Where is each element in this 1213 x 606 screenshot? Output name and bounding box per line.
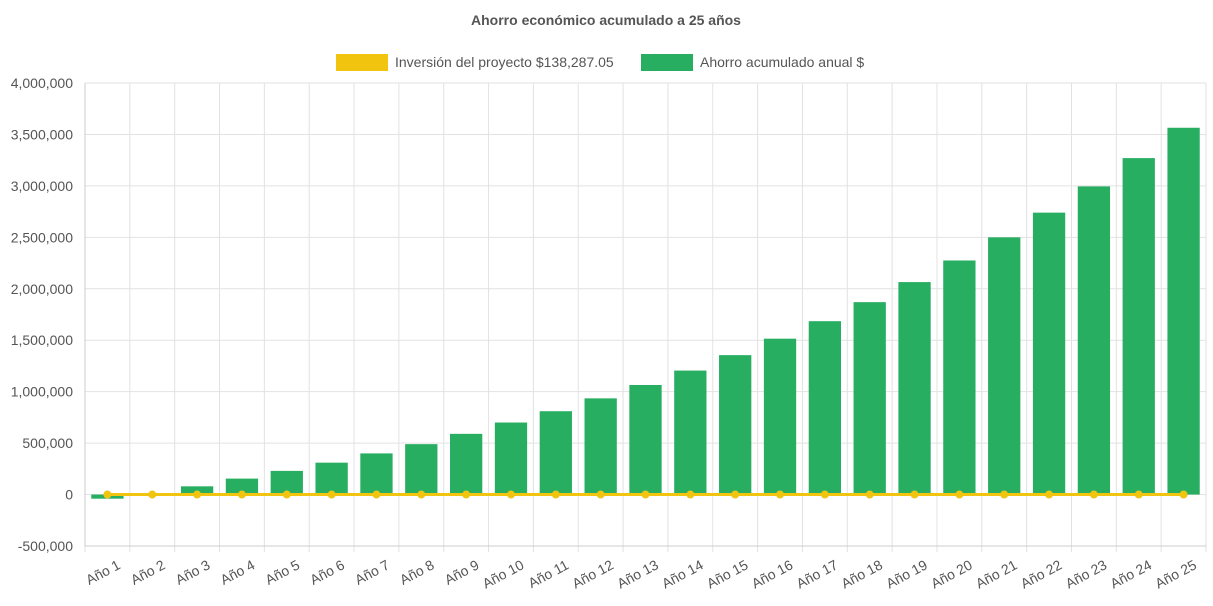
x-tick-label: Año 7: [352, 556, 392, 587]
y-tick-label: 2,000,000: [11, 281, 73, 297]
bar-savings[interactable]: [449, 433, 483, 495]
point-investment[interactable]: [462, 490, 471, 499]
x-tick-label: Año 24: [1107, 556, 1154, 591]
x-tick-label: Año 8: [397, 556, 437, 587]
y-tick-label: 1,000,000: [11, 384, 73, 400]
x-tick-label: Año 22: [1018, 556, 1065, 591]
point-investment[interactable]: [372, 490, 381, 499]
point-investment[interactable]: [103, 490, 112, 499]
y-tick-label: 500,000: [22, 435, 73, 451]
bar-savings[interactable]: [1167, 127, 1200, 495]
x-tick-label: Año 16: [749, 556, 796, 591]
bar-savings[interactable]: [270, 470, 303, 495]
point-investment[interactable]: [910, 490, 919, 499]
point-investment[interactable]: [1179, 490, 1188, 499]
x-tick-label: Año 4: [218, 556, 258, 587]
y-tick-label: 0: [65, 487, 73, 503]
point-investment[interactable]: [731, 490, 740, 499]
x-tick-label: Año 3: [173, 556, 213, 587]
bar-savings[interactable]: [808, 321, 842, 495]
point-investment[interactable]: [237, 490, 246, 499]
bar-savings[interactable]: [988, 237, 1021, 495]
bar-savings[interactable]: [1077, 186, 1111, 495]
point-investment[interactable]: [776, 490, 785, 499]
bar-savings[interactable]: [629, 384, 662, 495]
x-tick-label: Año 19: [883, 556, 930, 591]
bar-savings[interactable]: [1032, 212, 1066, 495]
bar-savings[interactable]: [674, 370, 707, 495]
x-tick-label: Año 12: [569, 556, 616, 591]
x-tick-label: Año 20: [928, 556, 975, 591]
x-tick-label: Año 15: [704, 556, 751, 591]
legend-label-savings[interactable]: Ahorro acumulado anual $: [700, 54, 864, 70]
y-tick-label: 1,500,000: [11, 332, 73, 348]
bar-savings[interactable]: [763, 338, 797, 495]
bar-savings[interactable]: [494, 422, 528, 495]
bar-savings[interactable]: [180, 486, 214, 495]
bar-savings[interactable]: [943, 260, 976, 495]
y-tick-label: 3,000,000: [11, 178, 73, 194]
point-investment[interactable]: [641, 490, 650, 499]
y-tick-label: 4,000,000: [11, 75, 73, 91]
point-investment[interactable]: [417, 490, 426, 499]
bar-savings[interactable]: [853, 302, 886, 495]
x-tick-label: Año 18: [838, 556, 885, 591]
y-tick-label: 2,500,000: [11, 229, 73, 245]
point-investment[interactable]: [1045, 490, 1054, 499]
point-investment[interactable]: [1000, 490, 1009, 499]
point-investment[interactable]: [596, 490, 605, 499]
point-investment[interactable]: [148, 490, 157, 499]
bar-savings[interactable]: [539, 411, 572, 495]
legend-swatch-investment[interactable]: [336, 54, 388, 71]
x-tick-label: Año 14: [659, 556, 706, 591]
bar-savings[interactable]: [315, 462, 348, 495]
point-investment[interactable]: [1134, 490, 1143, 499]
legend: Inversión del proyecto $138,287.05 Ahorr…: [336, 54, 864, 71]
x-tick-label: Año 2: [128, 556, 168, 587]
x-tick-label: Año 5: [262, 556, 302, 587]
x-tick-label: Año 21: [973, 556, 1020, 591]
x-tick-label: Año 11: [525, 556, 571, 591]
bar-savings[interactable]: [584, 398, 617, 495]
bar-savings[interactable]: [225, 478, 259, 495]
y-tick-label: -500,000: [18, 538, 73, 554]
point-investment[interactable]: [820, 490, 829, 499]
bar-savings[interactable]: [405, 444, 438, 495]
y-tick-label: 3,500,000: [11, 126, 73, 142]
point-investment[interactable]: [551, 490, 560, 499]
legend-label-investment[interactable]: Inversión del proyecto $138,287.05: [395, 54, 614, 70]
x-tick-label: Año 25: [1152, 556, 1199, 591]
x-tick-label: Año 6: [307, 556, 347, 587]
bar-savings[interactable]: [1122, 158, 1155, 495]
point-investment[interactable]: [1089, 490, 1098, 499]
bar-savings[interactable]: [898, 282, 931, 495]
point-investment[interactable]: [506, 490, 515, 499]
x-tick-label: Año 10: [480, 556, 527, 591]
point-investment[interactable]: [865, 490, 874, 499]
point-investment[interactable]: [327, 490, 336, 499]
point-investment[interactable]: [686, 490, 695, 499]
x-tick-label: Año 9: [442, 556, 482, 587]
x-tick-label: Año 13: [614, 556, 661, 591]
legend-swatch-savings[interactable]: [641, 54, 693, 71]
x-tick-label: Año 1: [83, 556, 123, 587]
x-tick-label: Año 23: [1063, 556, 1110, 591]
chart-title: Ahorro económico acumulado a 25 años: [471, 12, 741, 28]
point-investment[interactable]: [955, 490, 964, 499]
point-investment[interactable]: [193, 490, 202, 499]
bar-savings[interactable]: [719, 355, 752, 495]
x-tick-label: Año 17: [794, 556, 841, 591]
bar-savings[interactable]: [360, 453, 393, 495]
point-investment[interactable]: [282, 490, 291, 499]
